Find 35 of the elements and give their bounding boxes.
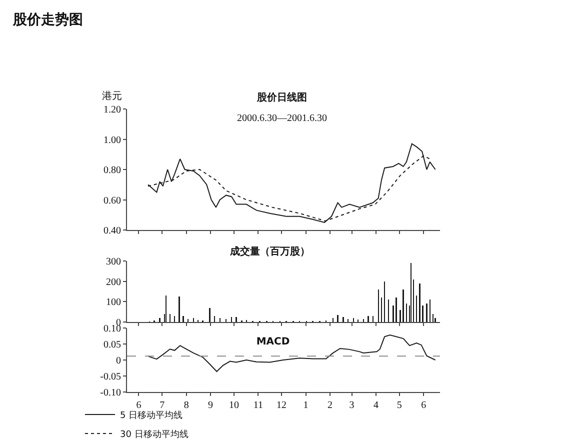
x-tick-label: 11 bbox=[253, 400, 263, 411]
y-tick-label: 0.60 bbox=[104, 195, 121, 206]
x-tick-label: 12 bbox=[276, 400, 287, 411]
x-tick-label: 3 bbox=[349, 400, 354, 411]
chart-title: 股价日线图 bbox=[256, 92, 307, 104]
y-tick-label: -0.05 bbox=[100, 372, 121, 382]
x-tick-label: 4 bbox=[374, 400, 378, 411]
text: MACD bbox=[256, 336, 290, 348]
x-tick-label: 6 bbox=[421, 400, 426, 411]
text: 股价走势图 bbox=[12, 12, 83, 28]
x-tick-label: 5 bbox=[396, 400, 402, 411]
legend-label: 30 日移动平均线 bbox=[120, 429, 188, 440]
x-tick-label: 7 bbox=[160, 400, 165, 411]
x-tick-label: 1 bbox=[303, 400, 308, 411]
y-tick-label: 300 bbox=[106, 256, 121, 268]
y-axis-title: 港元 bbox=[102, 90, 122, 102]
y-tick-label: 0.10 bbox=[104, 324, 121, 334]
y-tick-label: 1.20 bbox=[104, 104, 121, 116]
y-tick-label: 1.00 bbox=[104, 134, 121, 146]
x-tick-label: 8 bbox=[184, 400, 189, 411]
legend-label: 5 日移动平均线 bbox=[120, 410, 183, 422]
y-tick-label: 0 bbox=[116, 356, 121, 366]
y-tick-label: 100 bbox=[106, 297, 121, 308]
chart-title: 成交量（百万股） bbox=[229, 246, 310, 258]
y-tick-label: 0.05 bbox=[104, 340, 121, 350]
line-series bbox=[148, 334, 436, 372]
x-tick-label: 6 bbox=[136, 400, 142, 411]
y-tick-label: 200 bbox=[106, 276, 121, 288]
y-tick-label: 0.80 bbox=[104, 165, 121, 176]
x-tick-label: 10 bbox=[228, 400, 239, 411]
chart-subtitle: 2000.6.30—2001.6.30 bbox=[237, 113, 327, 124]
y-tick-label: -0.10 bbox=[100, 388, 121, 398]
x-tick-label: 9 bbox=[208, 400, 214, 411]
x-tick-label: 2 bbox=[327, 400, 332, 411]
y-tick-label: 0.40 bbox=[104, 226, 121, 236]
